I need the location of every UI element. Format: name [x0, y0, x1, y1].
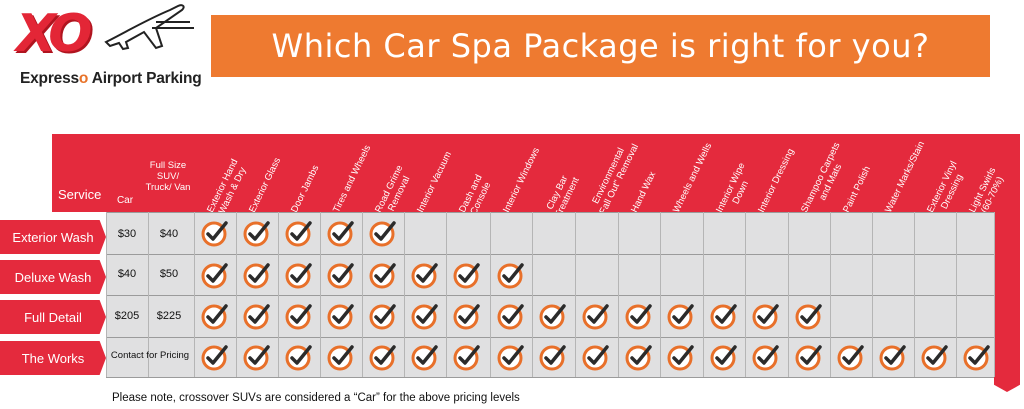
- check-icon: [369, 261, 397, 289]
- price-car: $205: [114, 310, 140, 322]
- grid-column-line: [830, 212, 831, 377]
- check-icon: [369, 302, 397, 330]
- page-title: Which Car Spa Package is right for you?: [271, 27, 930, 65]
- row-label-the-works: The Works: [0, 341, 106, 375]
- check-icon: [327, 343, 355, 371]
- grid-column-line: [618, 212, 619, 377]
- check-icon: [285, 261, 313, 289]
- check-icon: [497, 343, 525, 371]
- price-suv: $40: [159, 228, 179, 240]
- check-icon: [667, 343, 695, 371]
- price-car: $40: [117, 268, 137, 280]
- grid-column-line: [490, 212, 491, 377]
- suv-header: Full Size SUV/ Truck/ Van: [145, 160, 191, 193]
- price-suv: $50: [159, 268, 179, 280]
- check-icon: [963, 343, 991, 371]
- check-icon: [327, 261, 355, 289]
- check-icon: [411, 261, 439, 289]
- check-icon: [201, 261, 229, 289]
- check-icon: [539, 302, 567, 330]
- grid-row-line: [106, 295, 994, 296]
- logo: XO Expresso Airport Parking: [8, 2, 202, 94]
- grid-column-line: [872, 212, 873, 377]
- grid-column-line: [278, 212, 279, 377]
- price-contact: Contact for Pricing: [110, 350, 190, 361]
- title-banner: Which Car Spa Package is right for you?: [211, 15, 990, 77]
- check-icon: [710, 302, 738, 330]
- grid-column-line: [320, 212, 321, 377]
- grid-column-line: [575, 212, 576, 377]
- row-label-exterior-wash: Exterior Wash: [0, 220, 106, 254]
- grid-column-line: [994, 212, 995, 377]
- row-label-deluxe-wash: Deluxe Wash: [0, 260, 106, 294]
- check-icon: [625, 343, 653, 371]
- row-label-full-detail: Full Detail: [0, 300, 106, 334]
- check-icon: [369, 343, 397, 371]
- check-icon: [539, 343, 567, 371]
- check-icon: [879, 343, 907, 371]
- check-icon: [243, 261, 271, 289]
- grid-row-line: [106, 337, 994, 338]
- check-icon: [285, 343, 313, 371]
- check-icon: [497, 261, 525, 289]
- check-icon: [752, 302, 780, 330]
- grid-column-line: [236, 212, 237, 377]
- grid-column-line: [148, 212, 149, 377]
- header-band: [52, 134, 1020, 212]
- check-icon: [285, 219, 313, 247]
- check-icon: [201, 219, 229, 247]
- price-car: $30: [117, 228, 137, 240]
- check-icon: [453, 302, 481, 330]
- check-icon: [837, 343, 865, 371]
- check-icon: [710, 343, 738, 371]
- grid-row-line: [106, 212, 994, 213]
- check-icon: [327, 219, 355, 247]
- check-icon: [453, 261, 481, 289]
- check-icon: [243, 343, 271, 371]
- check-icon: [411, 343, 439, 371]
- check-icon: [752, 343, 780, 371]
- grid-column-line: [956, 212, 957, 377]
- grid-column-line: [532, 212, 533, 377]
- check-icon: [411, 302, 439, 330]
- check-icon: [497, 302, 525, 330]
- grid-row-line: [106, 377, 994, 378]
- check-icon: [327, 302, 355, 330]
- check-icon: [201, 343, 229, 371]
- check-icon: [243, 302, 271, 330]
- check-icon: [582, 302, 610, 330]
- grid-column-line: [660, 212, 661, 377]
- check-icon: [667, 302, 695, 330]
- check-icon: [369, 219, 397, 247]
- grid-column-line: [404, 212, 405, 377]
- car-header: Car: [116, 195, 134, 206]
- service-header: Service: [58, 187, 102, 202]
- grid-column-line: [362, 212, 363, 377]
- header-band-tail: [994, 212, 1020, 392]
- airplane-icon: [104, 4, 194, 51]
- grid-column-line: [446, 212, 447, 377]
- grid-column-line: [914, 212, 915, 377]
- check-icon: [453, 343, 481, 371]
- pricing-note: Please note, crossover SUVs are consider…: [112, 392, 520, 404]
- grid-column-line: [745, 212, 746, 377]
- check-icon: [243, 219, 271, 247]
- grid-column-line: [106, 212, 107, 377]
- check-icon: [795, 302, 823, 330]
- grid-column-line: [194, 212, 195, 377]
- check-icon: [201, 302, 229, 330]
- check-icon: [285, 302, 313, 330]
- logo-tagline: Expresso Airport Parking: [20, 70, 202, 87]
- check-icon: [625, 302, 653, 330]
- price-suv: $225: [156, 310, 182, 322]
- check-icon: [582, 343, 610, 371]
- grid-column-line: [788, 212, 789, 377]
- logo-mark: XO: [16, 4, 92, 64]
- check-icon: [921, 343, 949, 371]
- grid-row-line: [106, 254, 994, 255]
- check-icon: [795, 343, 823, 371]
- grid-column-line: [703, 212, 704, 377]
